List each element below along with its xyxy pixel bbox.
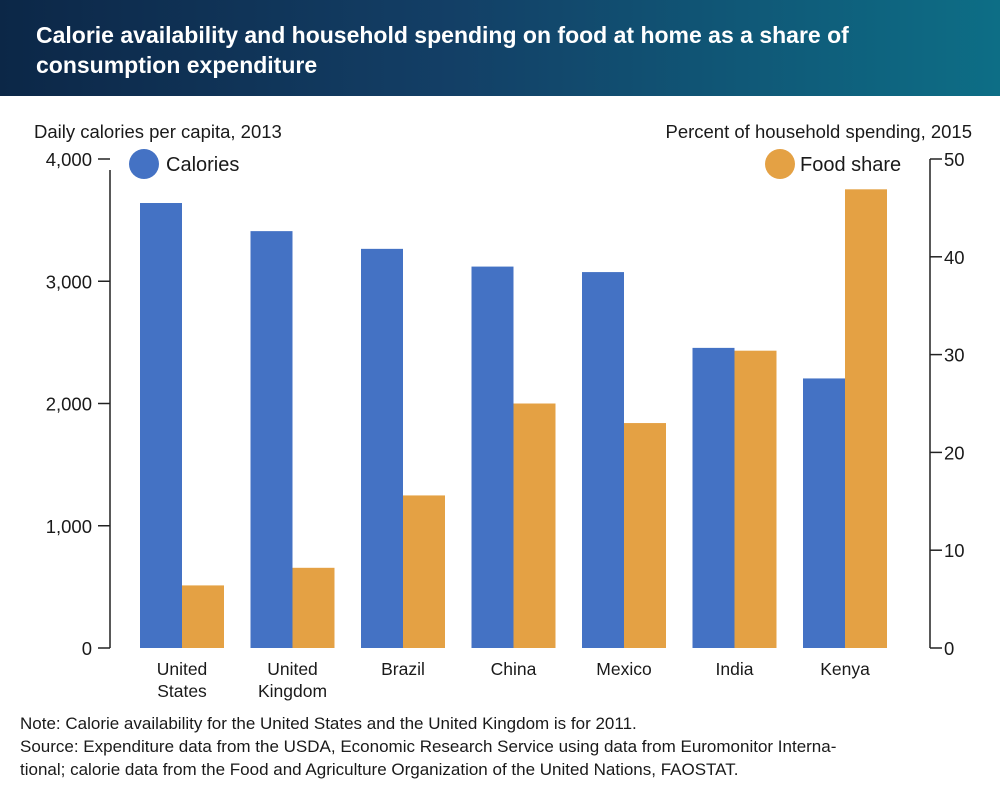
bar-calories-china bbox=[471, 266, 514, 648]
chart-notes: Note: Calorie availability for the Unite… bbox=[20, 712, 985, 781]
bar-food-share-united-states bbox=[182, 585, 224, 648]
category-label-kenya: Kenya bbox=[820, 659, 870, 679]
legend-calories-swatch bbox=[129, 149, 159, 179]
legend-food-share-swatch bbox=[765, 149, 795, 179]
bar-food-share-mexico bbox=[624, 423, 666, 648]
bar-food-share-china bbox=[513, 403, 556, 648]
bar-food-share-united-kingdom bbox=[292, 567, 335, 648]
bar-group bbox=[140, 189, 887, 648]
left-tick-label: 2,000 bbox=[46, 394, 92, 415]
left-tick-label: 3,000 bbox=[46, 271, 92, 292]
axes-group: United States United Kingdom Brazil China Mexi… bbox=[46, 149, 965, 701]
category-label-china: China bbox=[491, 659, 537, 679]
chart-title: Calorie availability and household spend… bbox=[36, 22, 849, 78]
bar-calories-united-kingdom bbox=[250, 231, 293, 648]
right-tick-label: 0 bbox=[944, 638, 954, 659]
category-label-united-states: United States bbox=[157, 659, 208, 701]
title-banner: Calorie availability and household spend… bbox=[0, 0, 1000, 96]
category-label-brazil: Brazil bbox=[381, 659, 425, 679]
category-label-united-kingdom: United Kingdom bbox=[258, 659, 327, 701]
right-tick-label: 10 bbox=[944, 540, 965, 561]
bar-calories-india bbox=[692, 347, 735, 648]
bar-calories-brazil bbox=[361, 248, 403, 648]
category-label-mexico: Mexico bbox=[596, 659, 651, 679]
source-text-line-1: Source: Expenditure data from the USDA, … bbox=[20, 737, 837, 756]
right-tick-label: 50 bbox=[944, 149, 965, 170]
right-tick-label: 40 bbox=[944, 247, 965, 268]
bar-calories-kenya bbox=[803, 378, 845, 648]
legend-food-share-label: Food share bbox=[800, 154, 901, 176]
left-tick-label: 4,000 bbox=[46, 149, 92, 170]
left-axis-title: Daily calories per capita, 2013 bbox=[34, 121, 282, 142]
bar-food-share-kenya bbox=[845, 189, 887, 648]
bar-calories-united-states bbox=[140, 203, 182, 648]
note-text: Note: Calorie availability for the Unite… bbox=[20, 714, 637, 733]
legend-calories-label: Calories bbox=[166, 154, 239, 176]
source-text-line-2: tional; calorie data from the Food and A… bbox=[20, 760, 739, 779]
right-tick-label: 20 bbox=[944, 442, 965, 463]
left-tick-label: 0 bbox=[82, 638, 92, 659]
right-tick-label: 30 bbox=[944, 345, 965, 366]
category-label-india: India bbox=[716, 659, 754, 679]
bar-food-share-india bbox=[734, 350, 777, 648]
right-axis-title: Percent of household spending, 2015 bbox=[665, 121, 972, 142]
chart-plot: Daily calories per capita, 2013 Percent … bbox=[34, 121, 972, 701]
bar-food-share-brazil bbox=[403, 495, 445, 648]
left-tick-label: 1,000 bbox=[46, 516, 92, 537]
bar-calories-mexico bbox=[582, 272, 624, 648]
